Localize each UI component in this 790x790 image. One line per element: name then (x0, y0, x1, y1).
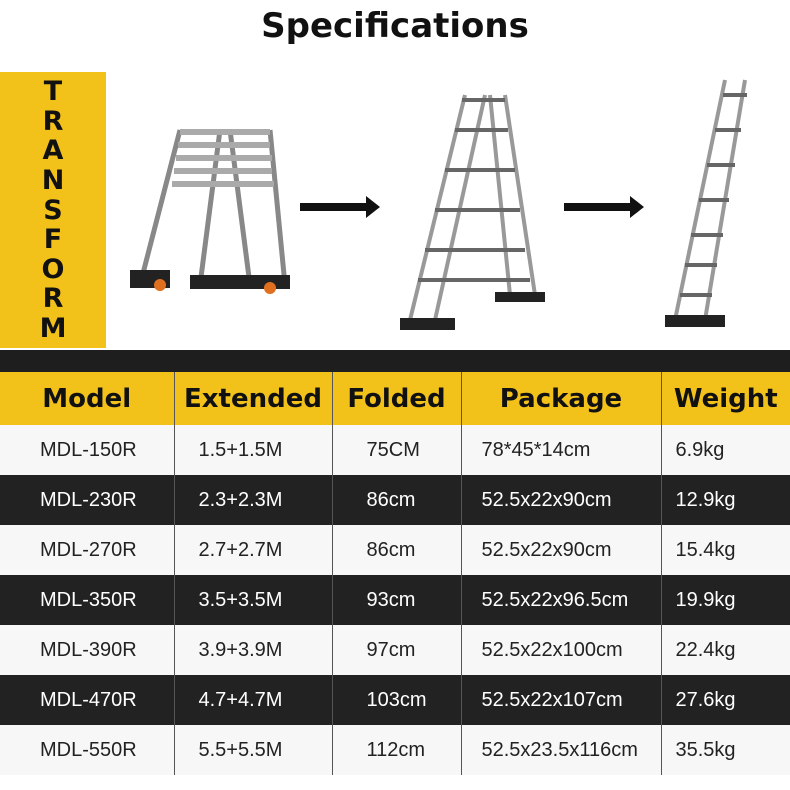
table-row: MDL-350R 3.5+3.5M 93cm 52.5x22x96.5cm 19.9kg (0, 575, 790, 625)
header-model: Model (0, 372, 174, 425)
cell-model: MDL-230R (0, 475, 174, 525)
table-row: MDL-550R 5.5+5.5M 112cm 52.5x23.5x116cm 35.5… (0, 725, 790, 775)
cell-extended: 4.7+4.7M (173, 675, 332, 725)
spec-table: Model Extended Folded Package Weight MDL… (0, 372, 790, 775)
cell-folded: 103cm (331, 675, 461, 725)
cell-model: MDL-390R (0, 625, 174, 675)
cell-weight: 6.9kg (660, 425, 790, 475)
cell-model: MDL-150R (0, 425, 174, 475)
banner-letter: F (43, 224, 63, 256)
cell-package: 52.5x22x96.5cm (460, 575, 661, 625)
straight-ladder-image (665, 79, 747, 327)
header-folded: Folded (331, 372, 461, 425)
cell-package: 52.5x22x100cm (460, 625, 661, 675)
cell-model: MDL-270R (0, 525, 174, 575)
banner-letter: S (43, 194, 63, 226)
cell-model: MDL-550R (0, 725, 174, 775)
banner-letter: R (42, 105, 64, 137)
cell-package: 78*45*14cm (460, 425, 661, 475)
cell-folded: 112cm (331, 725, 461, 775)
table-row: MDL-390R 3.9+3.9M 97cm 52.5x22x100cm 22.4kg (0, 625, 790, 675)
header-weight: Weight (660, 372, 790, 425)
cell-folded: 75CM (331, 425, 461, 475)
cell-weight: 27.6kg (660, 675, 790, 725)
cell-extended: 5.5+5.5M (173, 725, 332, 775)
transform-banner: T R A N S F O R M (0, 72, 106, 348)
cell-package: 52.5x23.5x116cm (460, 725, 661, 775)
header-extended: Extended (173, 372, 332, 425)
banner-letter: O (41, 253, 65, 285)
a-frame-ladder-image (400, 94, 545, 330)
cell-extended: 3.5+3.5M (173, 575, 332, 625)
cell-package: 52.5x22x90cm (460, 525, 661, 575)
banner-letter: R (42, 283, 64, 315)
cell-extended: 2.7+2.7M (173, 525, 332, 575)
banner-letter: A (42, 135, 64, 167)
cell-folded: 86cm (331, 525, 461, 575)
cell-folded: 86cm (331, 475, 461, 525)
cell-folded: 93cm (331, 575, 461, 625)
cell-extended: 1.5+1.5M (173, 425, 332, 475)
cell-package: 52.5x22x107cm (460, 675, 661, 725)
table-row: MDL-270R 2.7+2.7M 86cm 52.5x22x90cm 15.4kg (0, 525, 790, 575)
divider-band (0, 350, 790, 372)
table-row: MDL-150R 1.5+1.5M 75CM 78*45*14cm 6.9kg (0, 425, 790, 475)
table-row: MDL-470R 4.7+4.7M 103cm 52.5x22x107cm 27.6kg (0, 675, 790, 725)
banner-letter: N (41, 164, 65, 196)
header-package: Package (460, 372, 661, 425)
cell-weight: 19.9kg (660, 575, 790, 625)
page-title: Specifications (261, 6, 529, 46)
table-row: MDL-230R 2.3+2.3M 86cm 52.5x22x90cm 12.9kg (0, 475, 790, 525)
banner-letter: M (39, 313, 67, 344)
cell-model: MDL-470R (0, 675, 174, 725)
cell-weight: 22.4kg (660, 625, 790, 675)
arrow-right-icon (564, 196, 644, 218)
banner-letter: T (43, 76, 63, 107)
folded-ladder-image (130, 129, 290, 294)
cell-folded: 97cm (331, 625, 461, 675)
cell-weight: 15.4kg (660, 525, 790, 575)
cell-model: MDL-350R (0, 575, 174, 625)
table-header-row: Model Extended Folded Package Weight (0, 372, 790, 425)
cell-package: 52.5x22x90cm (460, 475, 661, 525)
cell-extended: 2.3+2.3M (173, 475, 332, 525)
arrow-right-icon (300, 196, 380, 218)
cell-weight: 12.9kg (660, 475, 790, 525)
cell-weight: 35.5kg (660, 725, 790, 775)
cell-extended: 3.9+3.9M (173, 625, 332, 675)
